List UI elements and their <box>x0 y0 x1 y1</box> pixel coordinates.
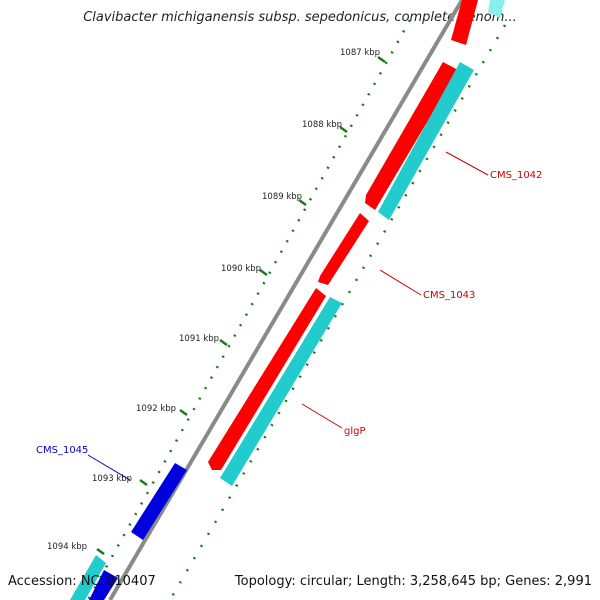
tick-label: 1089 kbp <box>262 192 302 202</box>
cds-bar-bottom[interactable] <box>70 555 106 600</box>
tick-1093: 1093 kbp <box>92 474 148 487</box>
cds-bar-top[interactable] <box>488 0 505 18</box>
tick-label: 1090 kbp <box>221 264 261 274</box>
cds-bar-cms1042[interactable] <box>378 62 474 220</box>
tick-1094: 1094 kbp <box>47 542 105 556</box>
tick-1088: 1088 kbp <box>302 120 348 134</box>
cds-bar-glgp[interactable] <box>220 297 342 486</box>
gene-arrow-glgp[interactable] <box>208 288 326 470</box>
gene-arrow-top[interactable] <box>451 0 478 45</box>
tick-label: 1091 kbp <box>179 334 219 344</box>
callout-cms1042 <box>445 151 489 176</box>
callout-glgp <box>301 403 343 429</box>
backbone <box>108 0 464 600</box>
callout-cms1045 <box>87 454 131 481</box>
tick-label: 1087 kbp <box>340 48 380 58</box>
tick-1089: 1089 kbp <box>262 192 307 207</box>
callout-cms1043 <box>379 269 422 296</box>
tick-1090: 1090 kbp <box>221 264 268 277</box>
tick-1091: 1091 kbp <box>179 334 228 347</box>
inner-tick-ring <box>168 24 507 600</box>
tick-label: 1088 kbp <box>302 120 342 130</box>
tick-1087: 1087 kbp <box>340 48 386 64</box>
gene-arrow-cms1045[interactable] <box>131 463 187 540</box>
tick-label: 1092 kbp <box>136 404 176 414</box>
tick-1092: 1092 kbp <box>136 404 188 417</box>
genome-summary-text: Topology: circular; Length: 3,258,645 bp… <box>234 574 592 589</box>
accession-text: Accession: NC_010407 <box>8 574 156 589</box>
label-cms1043[interactable]: CMS_1043 <box>423 290 475 301</box>
tick-label: 1094 kbp <box>47 542 87 552</box>
gene-arrow-cms1042[interactable] <box>365 62 458 210</box>
label-cms1042[interactable]: CMS_1042 <box>490 170 542 181</box>
tick-label: 1093 kbp <box>92 474 132 484</box>
outer-tick-ring <box>86 19 412 600</box>
label-cms1045[interactable]: CMS_1045 <box>36 445 88 456</box>
gene-arrow-cms1043[interactable] <box>318 213 369 285</box>
gene-arrow-bottom[interactable] <box>89 570 118 600</box>
label-glgp[interactable]: glgP <box>344 426 366 437</box>
